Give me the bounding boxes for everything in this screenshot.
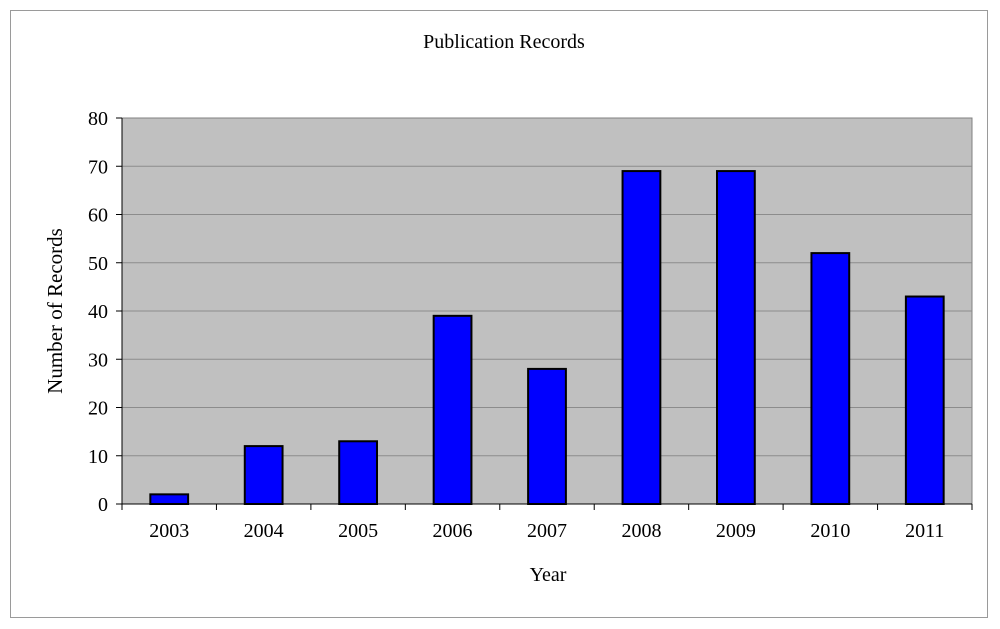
x-axis-label: Year — [530, 564, 567, 586]
x-tick-label: 2009 — [716, 520, 756, 542]
y-tick-label: 0 — [98, 494, 108, 516]
x-tick-label: 2006 — [433, 520, 473, 542]
y-tick-label: 80 — [88, 108, 108, 130]
y-tick-label: 20 — [88, 398, 108, 420]
bar-2007 — [527, 367, 567, 505]
x-tick-label: 2011 — [905, 520, 944, 542]
x-tick-label: 2003 — [149, 520, 189, 542]
x-tick-label: 2007 — [527, 520, 567, 542]
x-tick-label: 2010 — [810, 520, 850, 542]
chart-title: Publication Records — [423, 31, 585, 53]
y-tick-label: 40 — [88, 301, 108, 323]
y-tick-label: 70 — [88, 156, 108, 178]
y-axis-label: Number of Records — [43, 228, 67, 394]
y-tick-label: 50 — [88, 253, 108, 275]
bar-2005 — [338, 440, 379, 505]
y-tick-label: 10 — [88, 446, 108, 468]
bar-2004 — [243, 445, 284, 506]
bar-2011 — [904, 295, 945, 505]
x-tick-label: 2004 — [244, 520, 284, 542]
y-tick-label: 30 — [88, 349, 108, 371]
y-axis-ticks: 0 10 20 30 40 50 60 70 80 — [88, 108, 122, 516]
bar-2009 — [716, 170, 756, 505]
bar-2008 — [621, 170, 662, 505]
y-tick-label: 60 — [88, 205, 108, 227]
x-tick-label: 2008 — [621, 520, 661, 542]
x-tick-label: 2005 — [338, 520, 378, 542]
bar-2003 — [149, 493, 190, 506]
bar-2006 — [432, 314, 473, 506]
x-axis-ticks: 2003 2004 2005 2006 2007 2008 2009 2010 2011 — [121, 504, 973, 542]
bar-2010 — [810, 252, 851, 505]
